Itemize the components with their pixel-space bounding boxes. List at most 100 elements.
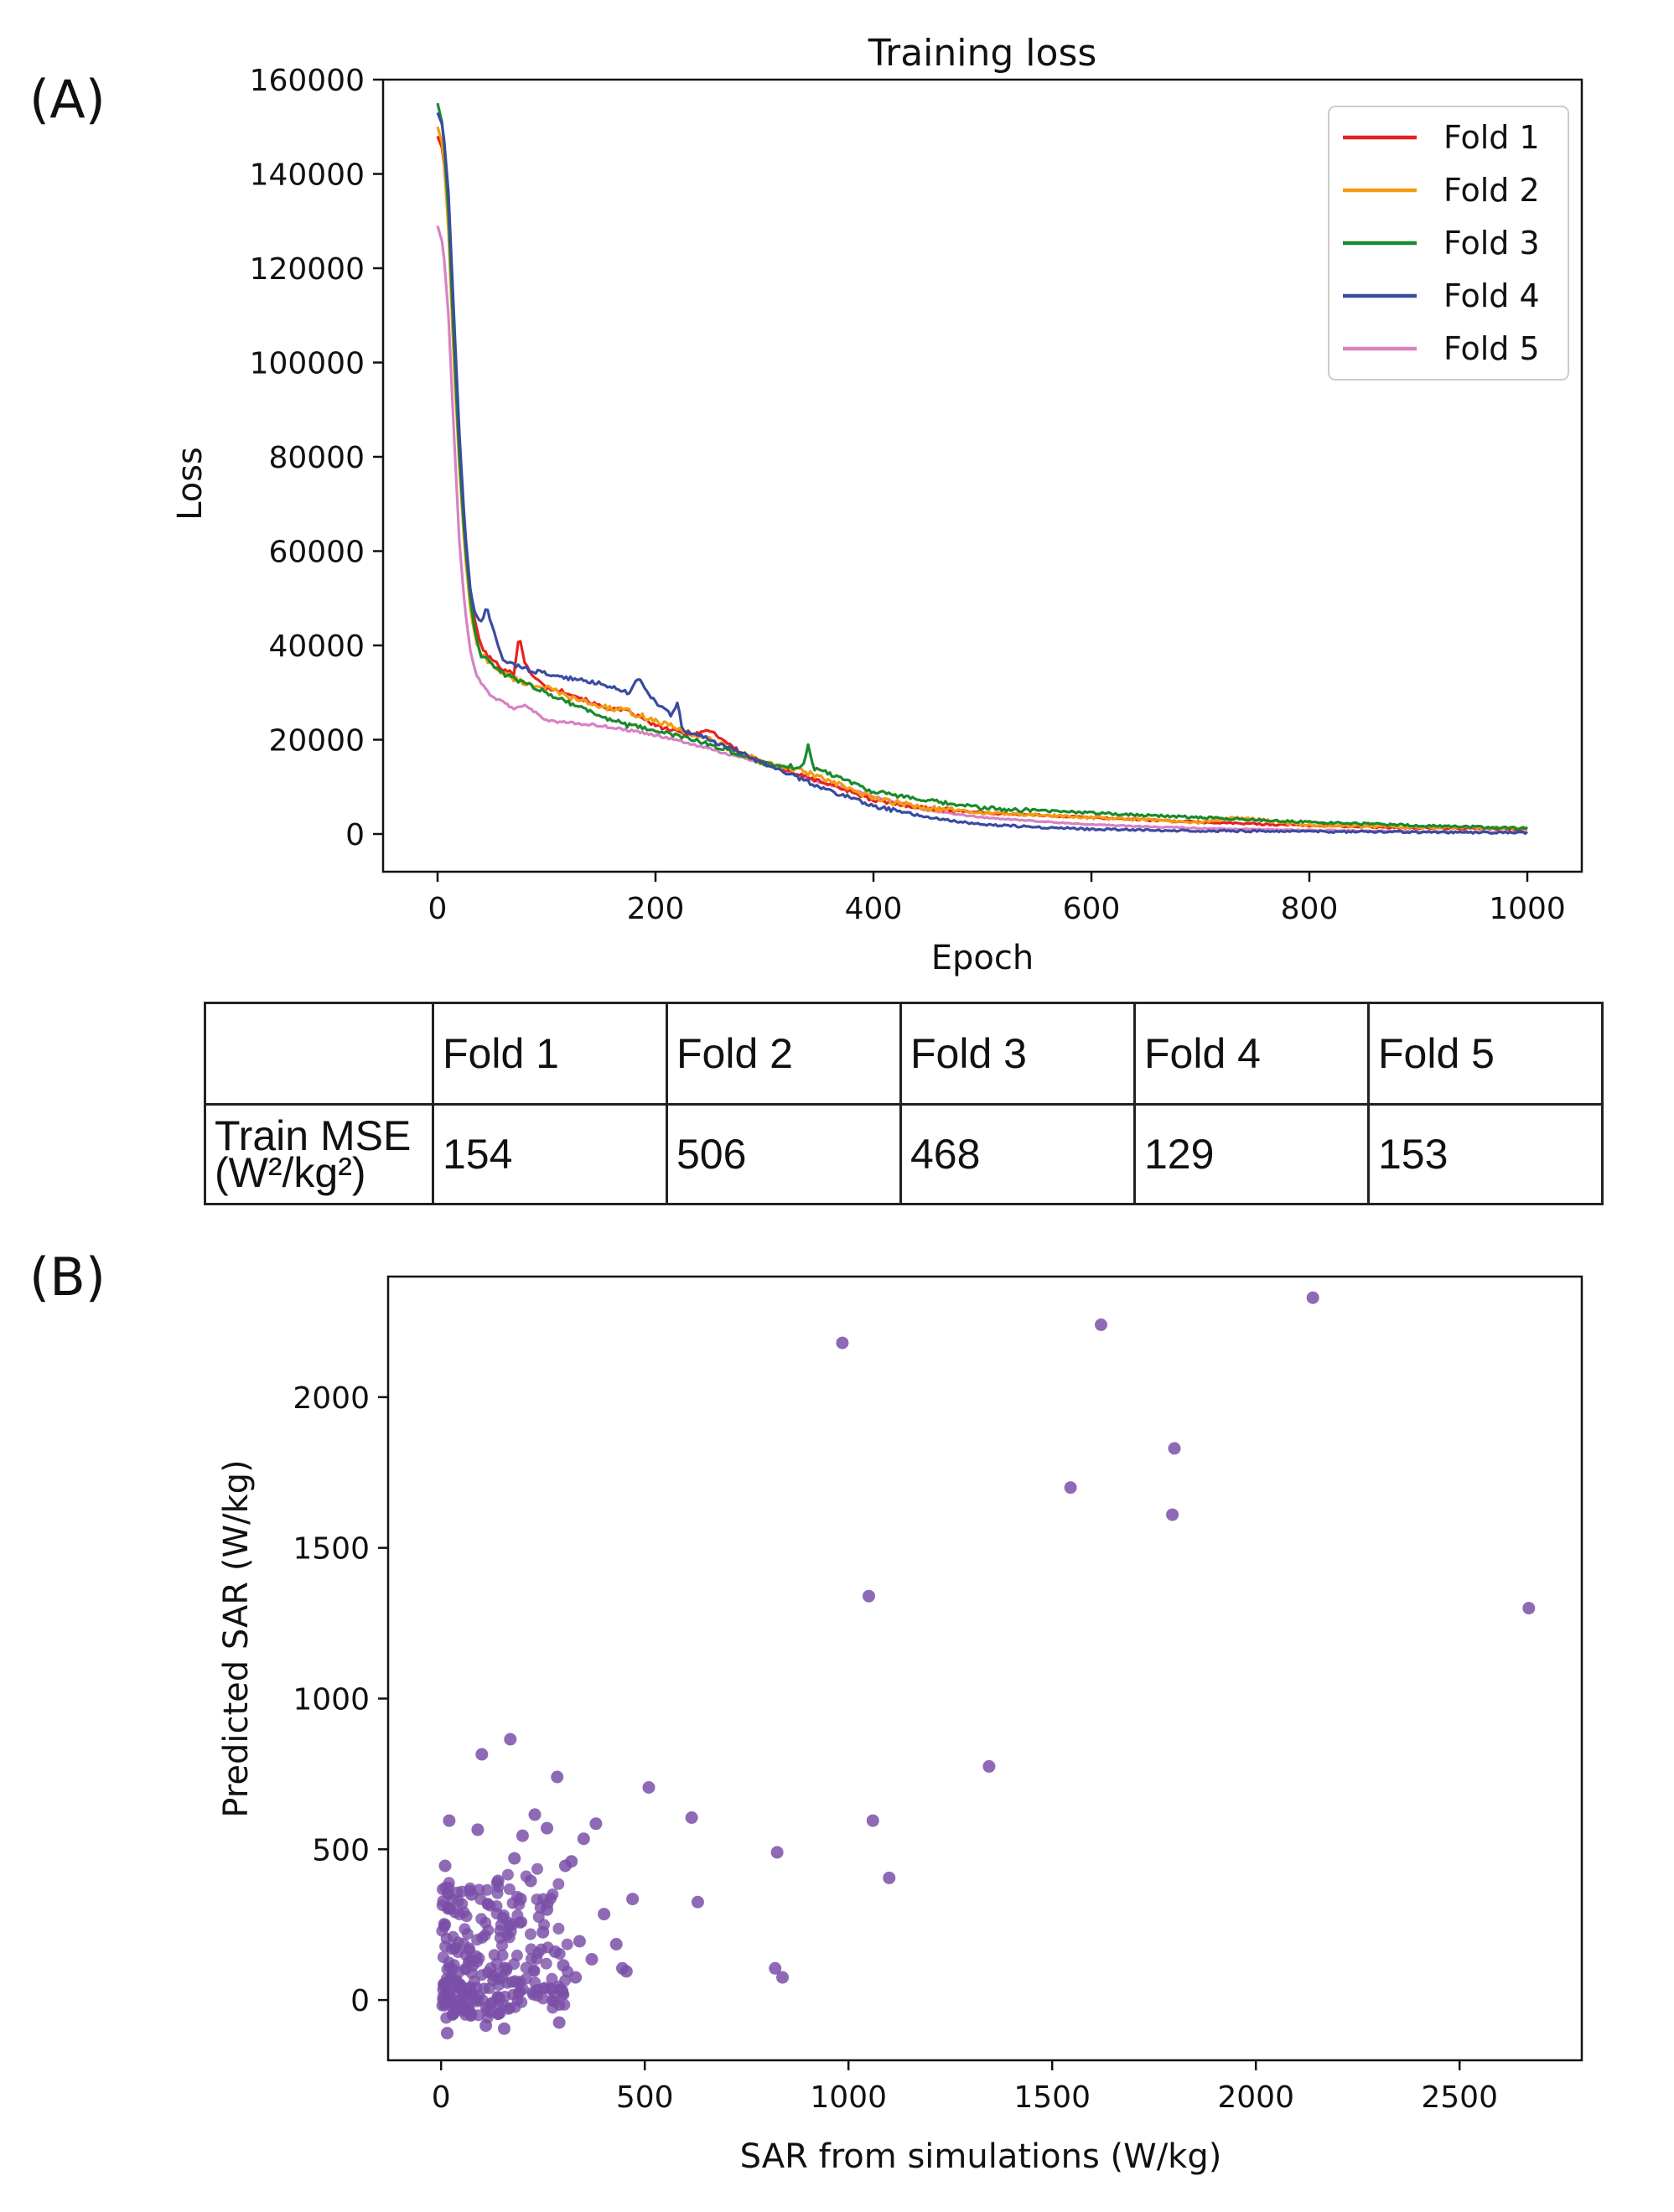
scatter-point	[493, 1972, 505, 1985]
scatter-point	[479, 1917, 492, 1929]
legend-label-fold-5: Fold 5	[1443, 330, 1540, 367]
scatter-point	[446, 1997, 459, 2009]
scatter-point	[508, 1958, 521, 1971]
x-tick-label: 1000	[810, 2080, 887, 2115]
scatter-point	[485, 1962, 497, 1975]
scatter-point	[557, 1984, 569, 1997]
scatter-point	[491, 1874, 505, 1888]
panel-b-label: (B)	[29, 1246, 106, 1308]
x-tick-label: 2500	[1421, 2080, 1498, 2115]
training-loss-chart: Training loss 0 200 400 600 800 1000 0 20000 400…	[171, 32, 1583, 977]
scatter-point	[465, 1966, 478, 1979]
scatter-point	[626, 1893, 640, 1906]
scatter-point	[448, 1959, 460, 1971]
table-header-cell: Fold 1	[432, 1002, 668, 1106]
scatter-point	[516, 1829, 529, 1842]
metric-name-line1: Train MSE	[215, 1112, 412, 1159]
scatter-point	[507, 1988, 520, 2001]
table-header-row: Fold 1 Fold 2 Fold 3 Fold 4 Fold 5	[204, 1002, 1604, 1106]
table-value-cell: 154	[432, 1103, 668, 1205]
chart-a-x-axis-label: Epoch	[931, 939, 1034, 977]
x-tick-label: 600	[1063, 892, 1121, 926]
scatter-point	[982, 1759, 996, 1773]
y-tick-label: 1500	[293, 1532, 370, 1567]
table-header-cell: Fold 5	[1367, 1002, 1604, 1106]
scatter-point	[536, 1925, 550, 1939]
scatter-point	[504, 1733, 517, 1746]
scatter-point	[525, 1943, 537, 1956]
scatter-point	[531, 1984, 543, 1996]
scatter-point	[524, 1874, 537, 1888]
scatter-point	[471, 1823, 485, 1836]
scatter-point	[685, 1811, 698, 1824]
y-tick-label: 40000	[268, 629, 365, 664]
table-value-cell: 153	[1367, 1103, 1604, 1205]
y-tick-label: 120000	[250, 252, 365, 287]
metrics-table: Fold 1 Fold 2 Fold 3 Fold 4 Fold 5 Train…	[204, 1002, 1604, 1205]
scatter-point	[1166, 1508, 1179, 1521]
x-tick-label: 400	[845, 892, 903, 926]
scatter-point	[598, 1908, 611, 1921]
chart-a-y-axis-label: Loss	[171, 447, 210, 521]
scatter-point	[457, 1992, 469, 2004]
scatter-point	[436, 1899, 448, 1912]
scatter-point	[541, 1903, 553, 1916]
x-tick-label: 200	[627, 892, 685, 926]
scatter-point	[561, 1938, 573, 1950]
scatter-point	[577, 1832, 590, 1846]
scatter-point	[437, 1951, 449, 1963]
scatter-point	[1522, 1602, 1536, 1615]
y-tick-label: 1000	[293, 1682, 370, 1717]
chart-b-ticks: 0 500 1000 1500 2000 2500 0 500 1000 1500 2000	[293, 1381, 1498, 2115]
scatter-point	[776, 1971, 789, 1984]
y-tick-label: 500	[312, 1833, 370, 1868]
scatter-point	[552, 2016, 566, 2029]
y-tick-label: 60000	[268, 536, 365, 570]
scatter-point	[573, 1935, 586, 1948]
table-value-cell: 129	[1133, 1103, 1370, 1205]
chart-b-x-axis-label: SAR from simulations (W/kg)	[740, 2137, 1222, 2176]
scatter-point	[514, 1893, 527, 1906]
scatter-point	[471, 1956, 484, 1968]
scatter-point	[520, 1972, 532, 1985]
scatter-point	[503, 1883, 516, 1895]
scatter-point	[442, 1888, 454, 1900]
scatter-point	[552, 1878, 565, 1890]
y-tick-label: 160000	[250, 64, 365, 98]
scatter-point	[478, 1982, 490, 1995]
scatter-point	[552, 1922, 565, 1935]
scatter-point	[609, 1938, 623, 1950]
scatter-point	[492, 1991, 505, 2003]
table-value-cell: 506	[666, 1103, 902, 1205]
scatter-point	[1064, 1481, 1077, 1495]
series-line-fold-4	[436, 111, 1528, 836]
scatter-point	[481, 1883, 494, 1896]
y-tick-label: 2000	[293, 1381, 370, 1416]
table-header-cell: Fold 4	[1133, 1002, 1370, 1106]
scatter-point	[436, 1924, 448, 1937]
scatter-point	[863, 1589, 875, 1603]
chart-b-points	[436, 1291, 1536, 2040]
scatter-point	[548, 1945, 562, 1958]
scatter-point	[619, 1965, 633, 1978]
metric-name-cell: Train MSE (W²/kg²)	[204, 1103, 434, 1205]
table-value-cell: 468	[899, 1103, 1136, 1205]
x-tick-label: 1500	[1013, 2080, 1091, 2115]
x-tick-label: 0	[432, 2080, 451, 2115]
scatter-point	[557, 1959, 570, 1972]
scatter-point	[448, 1906, 461, 1919]
scatter-point	[454, 1979, 467, 1992]
chart-a-legend: Fold 1 Fold 2 Fold 3 Fold 4 Fold 5	[1328, 106, 1569, 381]
scatter-point	[546, 1972, 558, 1985]
chart-a-title: Training loss	[868, 32, 1097, 75]
scatter-point	[459, 2001, 472, 2014]
scatter-point	[528, 1965, 541, 1977]
scatter-point	[438, 1859, 452, 1873]
scatter-point	[1168, 1442, 1181, 1455]
scatter-point	[525, 1928, 536, 1940]
scatter-point	[516, 1916, 528, 1928]
scatter-point	[458, 1906, 470, 1919]
scatter-point	[516, 1996, 528, 2008]
scatter-point	[495, 1919, 507, 1931]
